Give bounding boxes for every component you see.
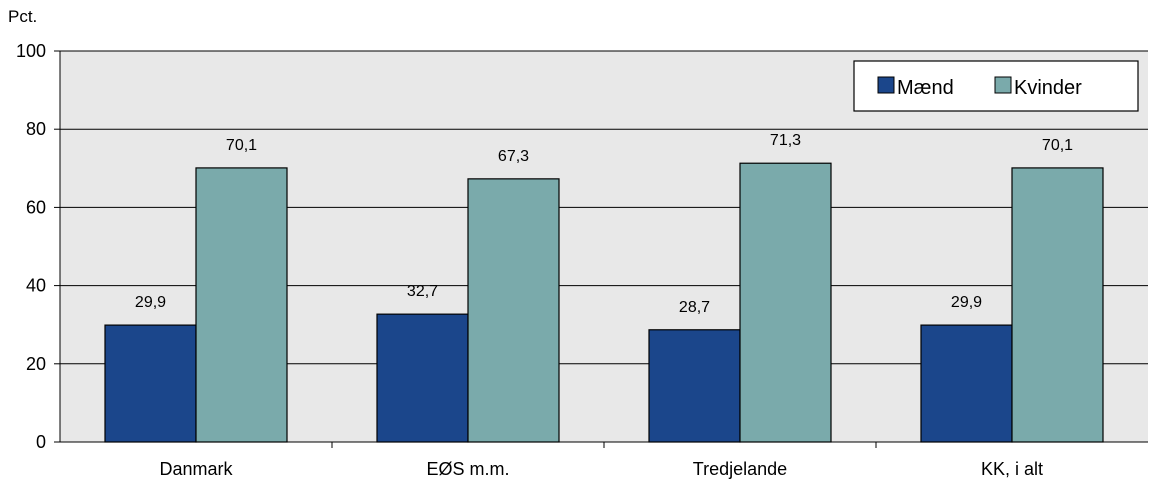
bar-maend-1 <box>376 313 469 443</box>
bar-kvinder-2 <box>739 162 832 443</box>
axes: 0 20 40 60 80 100 Danmark EØS m.m. Tredjelande KK… <box>16 41 1148 479</box>
bar-kvinder-1 <box>467 178 560 443</box>
data-label-maend-0: 29,9 <box>135 294 166 311</box>
legend: Mænd Kvinder <box>853 60 1139 112</box>
legend-label-kvinder: Kvinder <box>1014 77 1082 99</box>
bar-kvinder-0 <box>195 167 288 443</box>
bar-maend-2 <box>648 329 741 443</box>
data-label-maend-2: 28,7 <box>679 299 710 316</box>
bar-maend-0 <box>104 324 197 443</box>
y-axis-unit-label: Pct. <box>8 7 37 26</box>
data-label-kvinder-1: 67,3 <box>498 148 529 165</box>
data-label-kvinder-0: 70,1 <box>226 137 257 154</box>
category-label-3: KK, i alt <box>981 459 1043 479</box>
legend-swatch-maend <box>877 76 895 94</box>
data-label-maend-1: 32,7 <box>407 283 438 300</box>
legend-label-maend: Mænd <box>897 77 954 99</box>
y-tick-label-80: 80 <box>26 119 46 139</box>
data-label-kvinder-3: 70,1 <box>1042 137 1073 154</box>
y-tick-label-60: 60 <box>26 197 46 217</box>
bar-kvinder-3 <box>1011 167 1104 443</box>
category-label-2: Tredjelande <box>693 459 787 479</box>
bar-maend-3 <box>920 324 1013 443</box>
y-tick-label-20: 20 <box>26 354 46 374</box>
legend-swatch-kvinder <box>994 76 1012 94</box>
data-label-kvinder-2: 71,3 <box>770 132 801 149</box>
bars <box>104 162 1104 443</box>
y-tick-label-100: 100 <box>16 41 46 61</box>
category-label-1: EØS m.m. <box>426 459 509 479</box>
data-labels: 29,9 70,1 32,7 67,3 28,7 71,3 29,9 70,1 <box>135 132 1073 316</box>
y-tick-label-40: 40 <box>26 276 46 296</box>
y-tick-label-0: 0 <box>36 432 46 452</box>
category-label-0: Danmark <box>159 459 233 479</box>
data-label-maend-3: 29,9 <box>951 294 982 311</box>
